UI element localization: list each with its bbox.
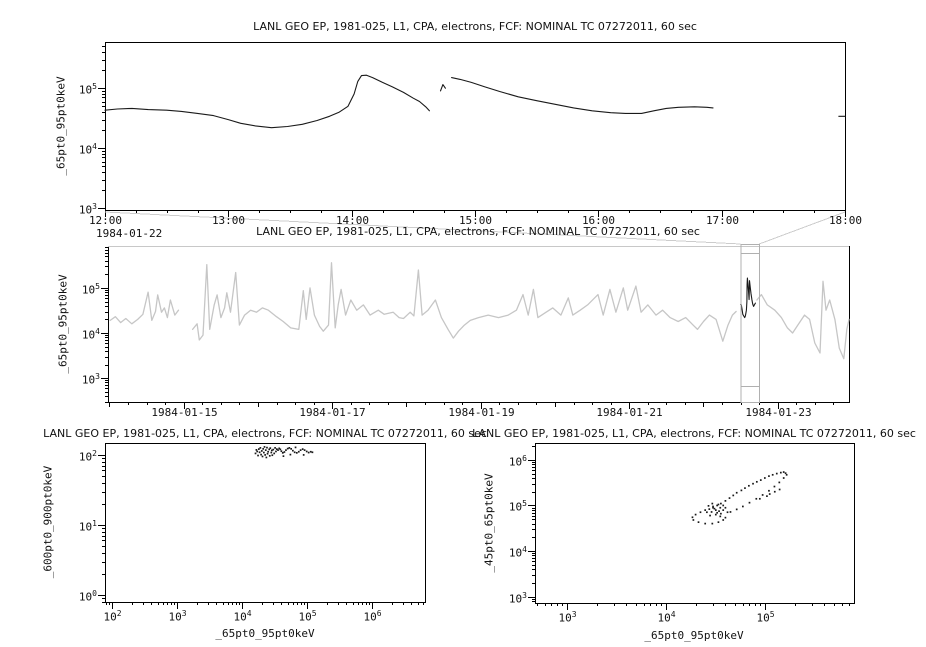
- tick-label: 16:00: [581, 214, 616, 227]
- xlabel-scatter-right: _65pt0_95pt0keV: [644, 629, 744, 642]
- tick-label: 104: [508, 544, 527, 560]
- tick-label: 1984-01-23: [745, 406, 812, 419]
- plot-title-zoom: LANL GEO EP, 1981-025, L1, CPA, electron…: [253, 20, 697, 33]
- tick-label: 104: [657, 610, 676, 625]
- context-flux-full-range: [109, 262, 850, 360]
- xlabel-scatter-left: _65pt0_95pt0keV: [215, 627, 315, 640]
- tick-label: 15:00: [458, 214, 493, 227]
- scatter-45-65: [691, 471, 788, 525]
- context-flux-highlighted-interval: [740, 277, 756, 319]
- tick-label: 1984-01-17: [299, 406, 366, 419]
- tick-label: 1984-01-15: [151, 406, 218, 419]
- tick-label: 105: [78, 81, 97, 97]
- tick-label: 103: [508, 590, 527, 606]
- plot-scatter-45-65keV-vs-65-95keV[interactable]: [528, 443, 855, 611]
- tick-label: 105: [81, 281, 100, 297]
- tick-label: 1984-01-19: [448, 406, 515, 419]
- tick-label: 105: [756, 610, 775, 625]
- selection-box[interactable]: [740, 244, 761, 403]
- tick-label: 105: [298, 609, 317, 624]
- tick-label: 1984-01-21: [596, 406, 663, 419]
- plot-context-overview[interactable]: [101, 211, 850, 409]
- scatter-600-900: [254, 446, 314, 459]
- tick-label: 13:00: [211, 214, 246, 227]
- plot-title-scatter-left: LANL GEO EP, 1981-025, L1, CPA, electron…: [43, 427, 487, 440]
- plot-zoom-timeseries[interactable]: [98, 42, 846, 218]
- plot-scatter-600-900keV-vs-65-95keV[interactable]: [98, 443, 426, 610]
- tick-label: 103: [558, 610, 577, 625]
- tick-label: 14:00: [335, 214, 370, 227]
- tick-label: 104: [81, 326, 100, 342]
- tick-label: 106: [508, 453, 527, 469]
- tick-label: 12:00: [88, 214, 123, 227]
- tick-label: 103: [168, 609, 187, 624]
- tick-label: 104: [78, 141, 97, 157]
- tick-label: 101: [78, 518, 97, 534]
- plot-title-context: LANL GEO EP, 1981-025, L1, CPA, electron…: [256, 225, 700, 238]
- tick-label: 103: [78, 201, 97, 217]
- tick-label: 103: [81, 371, 100, 387]
- tick-label: 102: [103, 609, 122, 624]
- tick-label: 106: [363, 609, 382, 624]
- plot-title-scatter-right: LANL GEO EP, 1981-025, L1, CPA, electron…: [472, 427, 916, 440]
- tick-label: 18:00: [828, 214, 863, 227]
- tick-label: 104: [233, 609, 252, 624]
- x-axis-context-date: 1984-01-22: [96, 227, 163, 240]
- tick-label: 17:00: [705, 214, 740, 227]
- tick-label: 100: [78, 588, 97, 604]
- electron-flux-65-95keV: [104, 74, 846, 129]
- tick-label: 102: [78, 448, 97, 464]
- tick-label: 105: [508, 498, 527, 514]
